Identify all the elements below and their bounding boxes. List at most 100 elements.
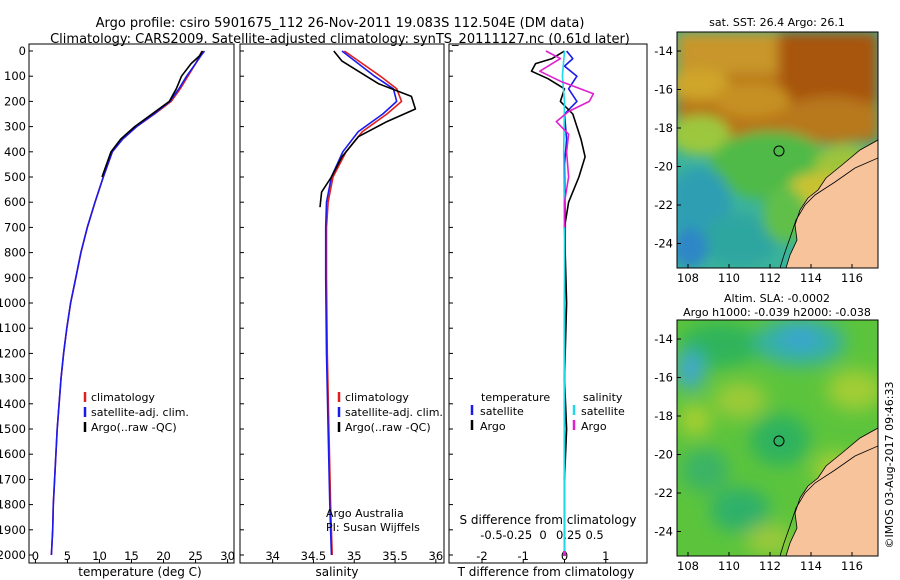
depth-tick-label: 0 [19,44,26,58]
lat-tick-label: -20 [654,448,673,462]
lon-tick-label: 114 [800,559,822,573]
x-tick-label: 10 [92,549,107,563]
sst-map: sat. SST: 26.4 Argo: 26.1 [654,16,879,285]
x-tick-label: 0 [32,549,39,563]
x-tick-label: 25 [188,549,203,563]
depth-tick-label: 300 [4,120,26,134]
depth-tick-labels: 0100200300400500600700800900100011001200… [0,44,453,562]
salinity-series [319,50,417,556]
legend-climatology-label: climatology [91,391,155,404]
depth-tick-label: 700 [4,220,26,234]
temperature-tick-labels: 0 5 10 15 20 25 30 [32,549,235,563]
legend-s-argo-label: Argo [581,420,607,433]
difference-legend: temperature salinity satellite Argo sate… [470,391,625,433]
temperature-legend: climatology satellite-adj. clim. Argo(..… [83,391,189,434]
depth-tick-label: 400 [4,145,26,159]
legend-satellite-label: satellite-adj. clim. [345,406,443,419]
sst-map-frame [676,31,879,269]
lon-tick-label: 114 [800,271,822,285]
lat-tick-label: -18 [654,409,673,423]
lon-tick-label: 116 [841,271,863,285]
temperature-panel: 0100200300400500600700800900100011001200… [0,43,453,579]
sla-latitude-labels: -14 -16 -18 -20 -22 -24 [654,332,681,539]
sst-land [785,139,878,268]
x-tick-label: 35 [347,549,362,563]
s-diff-tick-label: 0.25 [556,528,582,542]
depth-tick-label: 1200 [0,346,26,360]
legend-s-satellite-label: satellite [581,405,625,418]
lon-tick-label: 112 [759,271,781,285]
lon-tick-label: 108 [677,559,699,573]
sla-longitude-labels: 108 110 112 114 116 [677,552,863,573]
x-tick-label: 20 [156,549,171,563]
legend-temperature-title: temperature [481,391,550,404]
depth-tick-label: 1900 [0,523,26,537]
temperature-plot-frame [28,43,235,564]
s-diff-tick-label: -0.5 [480,528,502,542]
salinity-plot-frame [239,43,445,564]
depth-tick-label: 900 [4,271,26,285]
x-tick-label: -1 [518,549,529,563]
series-line-climatology [50,50,203,556]
s-diff-tick-label: 0 [539,528,546,542]
lat-tick-label: -16 [654,83,673,97]
sst-bathymetry-contour [779,157,878,268]
lat-tick-label: -24 [654,237,673,251]
difference-plot-frame [448,43,648,564]
legend-salinity-title: salinity [583,391,623,404]
s-diff-tick-label: 0.5 [585,528,603,542]
sla-bathymetry-contour [779,445,878,556]
sla-map-title-line1: Altim. SLA: -0.0002 [724,292,830,305]
legend-t-satellite-label: satellite [480,405,524,418]
sst-argo-location [773,145,785,157]
x-tick-label: 35.5 [382,549,408,563]
depth-tick-label: 200 [4,94,26,108]
series-line-s-argo [538,50,595,228]
depth-tick-label: 100 [4,69,26,83]
sst-longitude-labels: 108 110 112 114 116 [677,264,863,285]
depth-tick-label: 1400 [0,397,26,411]
depth-tick-label: 1700 [0,472,26,486]
sla-land [785,427,878,556]
legend-t-argo-label: Argo [480,420,506,433]
series-line-argo-raw-qc- [319,50,417,208]
legend-argo-label: Argo(..raw -QC) [91,421,177,434]
series-line-satellite-adj-clim- [324,50,398,556]
sla-map-frame [676,319,879,557]
imos-credit: ©IMOS 03-Aug-2017 09:46:33 [883,382,896,549]
x-tick-label: 15 [124,549,139,563]
lat-tick-label: -14 [654,332,673,346]
difference-series [530,50,595,556]
depth-tick-label: 1800 [0,498,26,512]
difference-panel: -2 -1 0 1 -0.5-0.25 0 0.250.5 temperature sal… [448,43,648,579]
x-tick-label: 34 [265,549,280,563]
x-tick-label: 5 [64,549,71,563]
series-line-argo-raw-qc- [101,50,204,178]
x-tick-label: -2 [476,549,487,563]
salinity-axis-label: salinity [315,565,358,579]
lon-tick-label: 110 [718,559,740,573]
s-difference-tick-labels: -0.5 -0.25 0 0.25 0.5 [480,528,604,542]
depth-tick-label: 1000 [0,296,26,310]
pi-note: PI: Susan Wijffels [326,521,420,534]
t-difference-axis-label: T difference from climatology [457,565,635,579]
depth-tick-label: 1500 [0,422,26,436]
t-difference-tick-labels: -2-101 [476,549,609,563]
lon-tick-label: 108 [677,271,699,285]
lat-tick-label: -16 [654,371,673,385]
depth-tick-label: 1600 [0,447,26,461]
lat-tick-label: -20 [654,160,673,174]
sla-argo-location [773,435,785,447]
salinity-tick-labels: 34 34.5 35 35.5 36 [265,549,443,563]
series-line-t-argo [530,50,586,480]
sst-map-title: sat. SST: 26.4 Argo: 26.1 [709,16,845,29]
legend-satellite-label: satellite-adj. clim. [91,406,189,419]
sla-map-title-line2: Argo h1000: -0.039 h2000: -0.038 [683,306,871,319]
sst-latitude-labels: -14 -16 -18 -20 -22 -24 [654,44,681,251]
lat-tick-label: -14 [654,44,673,58]
s-diff-tick-label: -0.25 [502,528,532,542]
legend-climatology-label: climatology [345,391,409,404]
x-tick-label: 30 [220,549,235,563]
temperature-series [50,50,206,556]
